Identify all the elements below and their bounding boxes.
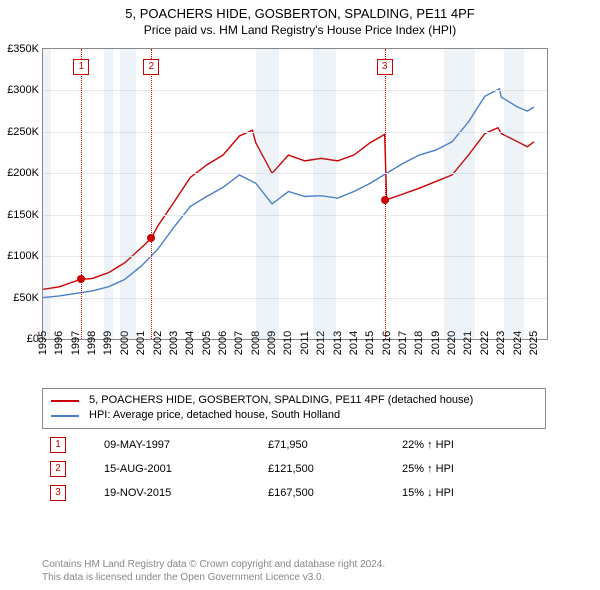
y-axis-label: £150K (7, 209, 39, 221)
x-axis-label: 2025 (528, 331, 540, 355)
x-axis-label: 2001 (135, 331, 147, 355)
sale-marker-line (81, 49, 82, 339)
x-axis-label: 2016 (381, 331, 393, 355)
footer-line-1: Contains HM Land Registry data © Crown c… (42, 558, 546, 571)
recession-band (43, 49, 51, 339)
sale-marker-badge: 3 (377, 59, 393, 75)
x-axis-label: 2003 (168, 331, 180, 355)
x-axis-label: 2018 (413, 331, 425, 355)
sale-price: £121,500 (262, 458, 394, 480)
sale-price: £167,500 (262, 482, 394, 504)
sale-date: 19-NOV-2015 (98, 482, 260, 504)
sale-badge-cell: 2 (50, 461, 66, 477)
x-axis-label: 2007 (233, 331, 245, 355)
legend-row: 5, POACHERS HIDE, GOSBERTON, SPALDING, P… (51, 393, 537, 408)
sale-marker-badge: 1 (73, 59, 89, 75)
recession-band (104, 49, 114, 339)
sales-table-row: 1 09-MAY-1997£71,95022% ↑ HPI (44, 434, 544, 456)
sale-marker-dot (381, 196, 389, 204)
x-axis-label: 2015 (364, 331, 376, 355)
x-axis-label: 2019 (430, 331, 442, 355)
sales-table-row: 3 19-NOV-2015£167,50015% ↓ HPI (44, 482, 544, 504)
sale-badge-cell: 1 (50, 437, 66, 453)
sales-table-row: 2 15-AUG-2001£121,50025% ↑ HPI (44, 458, 544, 480)
chart-subtitle: Price paid vs. HM Land Registry's House … (0, 23, 600, 41)
x-axis-label: 2010 (282, 331, 294, 355)
x-axis-label: 2011 (299, 331, 311, 355)
x-axis-label: 1997 (70, 331, 82, 355)
chart-plot-area: £0£50K£100K£150K£200K£250K£300K£350K1995… (42, 48, 548, 340)
legend-swatch-hpi (51, 415, 79, 417)
legend-label-hpi: HPI: Average price, detached house, Sout… (89, 408, 340, 423)
x-axis-label: 2002 (152, 331, 164, 355)
chart-title: 5, POACHERS HIDE, GOSBERTON, SPALDING, P… (0, 0, 600, 23)
sale-marker-line (151, 49, 152, 339)
recession-band (444, 49, 475, 339)
footer-attribution: Contains HM Land Registry data © Crown c… (42, 558, 546, 584)
sale-delta: 15% ↓ HPI (396, 482, 544, 504)
x-axis-label: 2006 (217, 331, 229, 355)
sale-marker-dot (77, 275, 85, 283)
y-axis-label: £100K (7, 250, 39, 262)
sale-date: 09-MAY-1997 (98, 434, 260, 456)
x-axis-label: 1998 (86, 331, 98, 355)
recession-band (256, 49, 279, 339)
recession-band (120, 49, 136, 339)
recession-band (313, 49, 336, 339)
sale-delta: 22% ↑ HPI (396, 434, 544, 456)
sale-price: £71,950 (262, 434, 394, 456)
x-axis-label: 2022 (479, 331, 491, 355)
x-axis-label: 2017 (397, 331, 409, 355)
legend: 5, POACHERS HIDE, GOSBERTON, SPALDING, P… (42, 388, 546, 429)
sale-marker-line (385, 49, 386, 339)
x-axis-label: 2014 (348, 331, 360, 355)
legend-row: HPI: Average price, detached house, Sout… (51, 408, 537, 423)
y-axis-label: £300K (7, 84, 39, 96)
sale-marker-dot (147, 234, 155, 242)
x-axis-label: 2005 (201, 331, 213, 355)
y-axis-label: £50K (13, 292, 39, 304)
x-axis-label: 2004 (184, 331, 196, 355)
y-axis-label: £200K (7, 167, 39, 179)
y-axis-label: £350K (7, 43, 39, 55)
x-axis-label: 1996 (53, 331, 65, 355)
legend-swatch-price-paid (51, 400, 79, 402)
footer-line-2: This data is licensed under the Open Gov… (42, 571, 546, 584)
sale-delta: 25% ↑ HPI (396, 458, 544, 480)
sale-date: 15-AUG-2001 (98, 458, 260, 480)
y-axis-label: £250K (7, 126, 39, 138)
sales-table: 1 09-MAY-1997£71,95022% ↑ HPI 2 15-AUG-2001… (42, 432, 546, 506)
sale-badge-cell: 3 (50, 485, 66, 501)
legend-label-price-paid: 5, POACHERS HIDE, GOSBERTON, SPALDING, P… (89, 393, 473, 408)
sale-marker-badge: 2 (143, 59, 159, 75)
recession-band (504, 49, 524, 339)
